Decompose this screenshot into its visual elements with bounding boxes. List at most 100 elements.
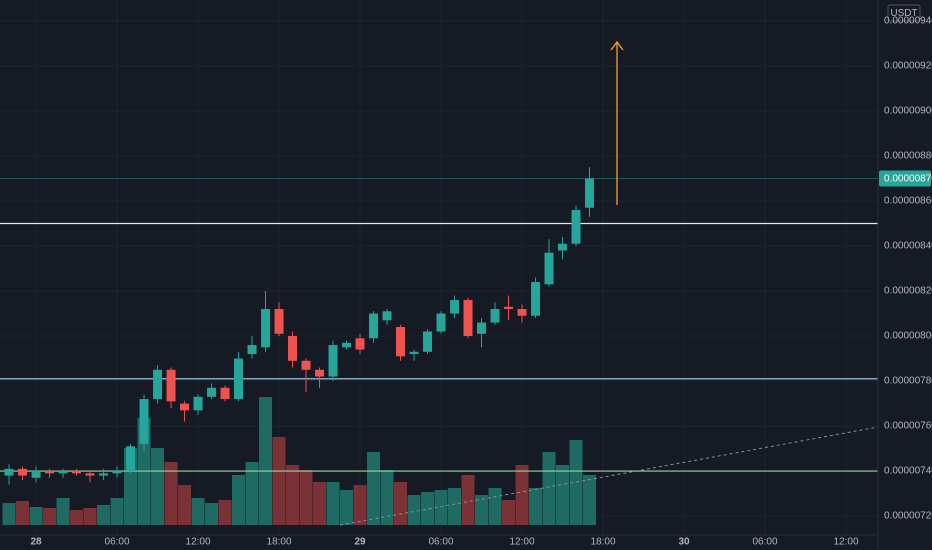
candle-body <box>45 471 55 474</box>
candle-body <box>58 471 68 474</box>
volume-bar <box>569 440 583 525</box>
volume-pane <box>2 397 597 525</box>
volume-bar <box>542 452 556 525</box>
candle-body <box>328 345 338 377</box>
volume-bar <box>434 490 448 525</box>
volume-bar <box>367 452 381 525</box>
candle-body <box>463 300 473 337</box>
last-price-box <box>879 170 931 187</box>
candle-body <box>369 313 379 339</box>
candle-body <box>207 387 217 397</box>
candle-body <box>585 178 595 208</box>
candle-body <box>571 209 581 244</box>
y-tick-label: 0.00000920 <box>884 61 932 72</box>
volume-bar <box>488 488 502 525</box>
x-tick-label: 30 <box>678 537 690 548</box>
currency-label: USDT <box>890 8 917 19</box>
y-tick-label: 0.00000840 <box>884 241 932 252</box>
candle-body <box>531 282 541 316</box>
candle-body <box>193 396 203 411</box>
volume-bar <box>515 465 529 525</box>
candle-body <box>31 471 41 478</box>
candle-body <box>274 309 284 334</box>
volume-bar <box>461 475 475 525</box>
volume-bar <box>394 482 408 525</box>
volume-bar <box>407 495 421 525</box>
candle-body <box>315 369 325 377</box>
volume-bar <box>232 475 246 525</box>
candle-body <box>112 471 122 474</box>
candle-body <box>247 345 257 355</box>
y-tick-label: 0.00000740 <box>884 466 932 477</box>
x-tick-label: 29 <box>354 537 366 548</box>
volume-bar <box>245 462 259 525</box>
volume-bar <box>326 482 340 525</box>
volume-bar <box>83 508 97 525</box>
candle-body <box>436 313 446 332</box>
candle-body <box>99 473 109 476</box>
candle-body <box>18 468 28 476</box>
volume-bar <box>205 503 219 525</box>
y-tick-label: 0.00000880 <box>884 151 932 162</box>
candle-body <box>450 300 460 314</box>
x-tick-label: 06:00 <box>752 537 777 548</box>
y-tick-label: 0.00000760 <box>884 421 932 432</box>
y-tick-label: 0.00000780 <box>884 376 932 387</box>
volume-bar <box>178 485 192 525</box>
volume-bar <box>218 500 232 525</box>
candle-body <box>139 399 149 445</box>
volume-bar <box>286 465 300 525</box>
volume-bar <box>151 448 165 525</box>
candle-body <box>504 306 514 310</box>
price-axis-panel <box>878 0 932 550</box>
volume-bar <box>380 470 394 525</box>
volume-bar <box>259 397 273 525</box>
arrow-head <box>610 40 624 51</box>
candle-body <box>180 403 190 411</box>
volume-bar <box>43 508 57 525</box>
candle-body <box>234 358 244 400</box>
x-tick-label: 18:00 <box>267 537 292 548</box>
candle-body <box>477 322 487 334</box>
candle-body <box>301 360 311 370</box>
x-tick-label: 12:00 <box>186 537 211 548</box>
x-tick-label: 18:00 <box>591 537 616 548</box>
candle-body <box>288 336 298 361</box>
volume-bar <box>448 488 462 525</box>
candle-body <box>342 342 352 348</box>
volume-bar <box>353 485 367 525</box>
candle-body <box>423 331 433 352</box>
volume-bar <box>340 490 354 525</box>
volume-bar <box>191 498 205 525</box>
volume-bar <box>313 482 327 525</box>
y-tick-label: 0.00000720 <box>884 511 932 522</box>
candle-body <box>558 243 568 251</box>
volume-bar <box>299 470 313 525</box>
candle-body <box>490 309 500 323</box>
horizontal-lines <box>0 178 878 472</box>
y-tick-label: 0.00000860 <box>884 196 932 207</box>
y-tick-label: 0.00000820 <box>884 286 932 297</box>
x-tick-label: 06:00 <box>429 537 454 548</box>
axes: 0.00000720 0.00000740 0.00000760 0.00000780… <box>30 16 932 548</box>
volume-bar <box>29 507 43 525</box>
candles <box>4 167 595 485</box>
x-tick-label: 28 <box>30 537 42 548</box>
candle-body <box>126 446 136 472</box>
volume-bar <box>583 475 597 525</box>
candle-body <box>166 369 176 402</box>
candle-body <box>85 473 95 476</box>
candle-body <box>72 471 82 474</box>
candle-body <box>382 311 392 321</box>
x-tick-label: 12:00 <box>833 537 858 548</box>
volume-bar <box>56 498 70 525</box>
volume-bar <box>475 495 489 525</box>
candle-body <box>396 327 406 357</box>
y-tick-label: 0.00000900 <box>884 106 932 117</box>
candle-body <box>4 468 14 476</box>
currency-box <box>887 4 921 22</box>
volume-bar <box>421 492 435 525</box>
volume-bar <box>16 501 30 525</box>
candle-body <box>544 252 554 285</box>
